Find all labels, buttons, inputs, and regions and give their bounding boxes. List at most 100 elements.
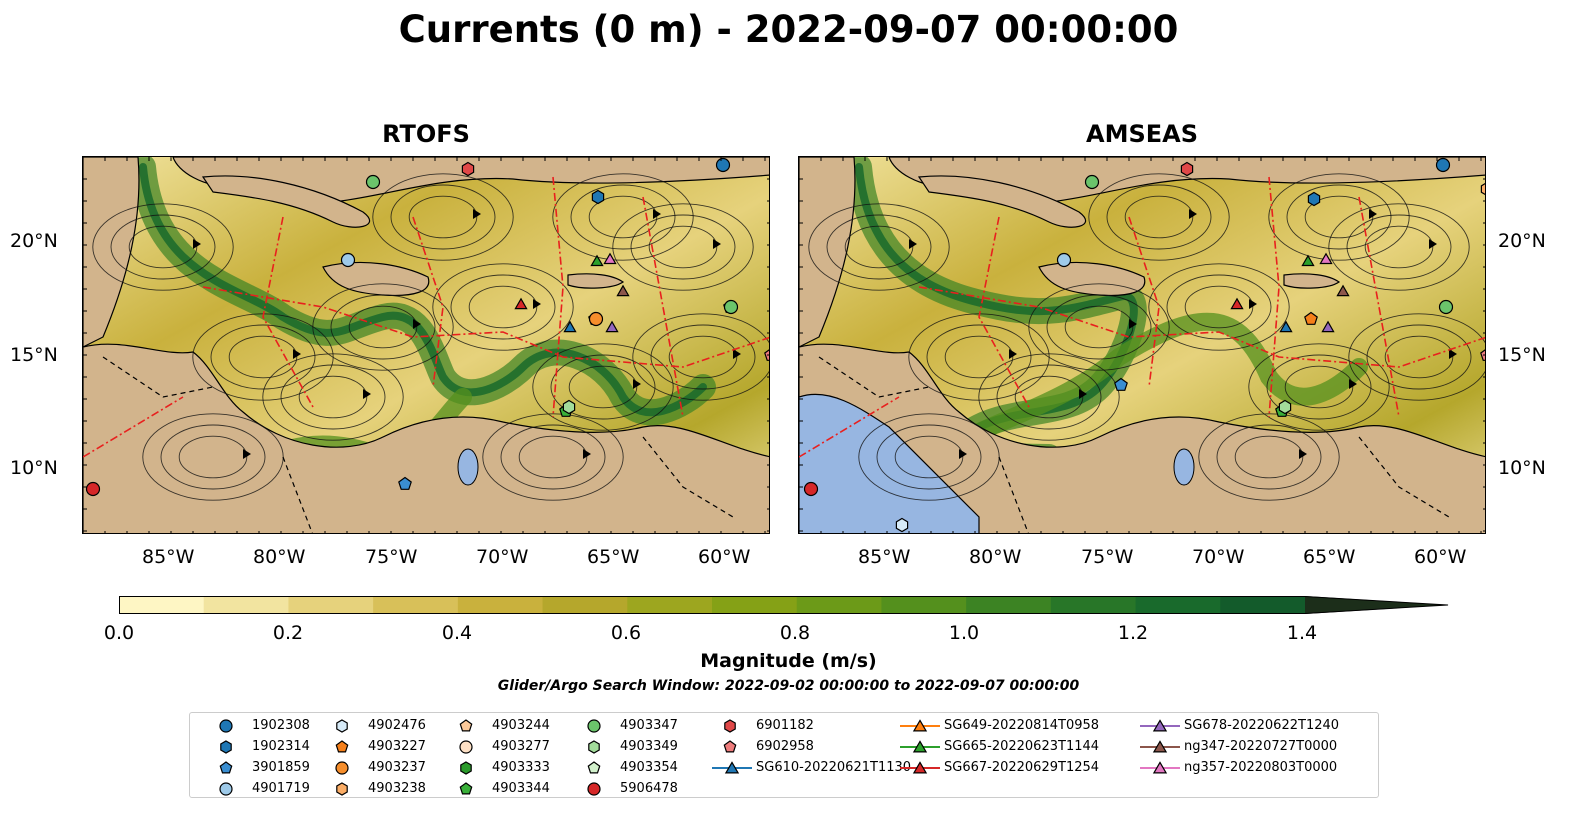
colorbar-label: Magnitude (m/s)	[700, 650, 877, 672]
platform-marker	[1084, 174, 1100, 190]
platform-marker	[1180, 161, 1194, 177]
streamline	[876, 424, 982, 490]
platform-marker	[895, 517, 909, 533]
platform-marker	[616, 284, 630, 297]
streamline	[468, 285, 538, 329]
streamline	[1046, 294, 1152, 360]
eez-boundary	[552, 176, 564, 418]
platform-marker	[1114, 377, 1128, 391]
colorbar-segment	[288, 596, 374, 614]
colorbar-outline	[119, 596, 1449, 614]
eez-boundary	[1268, 176, 1280, 418]
legend-label: ng357-20220803T0000	[1184, 760, 1338, 775]
streamline-arrow	[909, 239, 917, 249]
streamline-arrow	[1009, 349, 1017, 359]
streamline	[1286, 184, 1392, 250]
legend-label: 4903237	[368, 760, 426, 775]
colorbar-segment	[627, 596, 713, 614]
platform-marker	[1056, 252, 1072, 268]
platform-marker	[723, 299, 739, 315]
circle-icon	[587, 782, 601, 796]
streamline	[552, 173, 694, 261]
country-border	[282, 456, 313, 533]
lon-tick-label: 85°W	[142, 546, 195, 568]
colorbar	[119, 596, 1449, 614]
triangle-icon	[900, 719, 940, 732]
panel-title-rtofs: RTOFS	[382, 120, 470, 148]
search-window-caption: Glider/Argo Search Window: 2022-09-02 00…	[497, 678, 1080, 694]
streamline	[944, 335, 1014, 379]
streamline	[1166, 274, 1272, 340]
colorbar-extend	[1305, 596, 1449, 614]
eez-boundary	[202, 286, 769, 368]
streamline-arrow	[1189, 209, 1197, 219]
streamline	[588, 195, 658, 239]
circle-icon	[219, 719, 233, 733]
legend-marker	[335, 761, 349, 775]
streamline	[372, 173, 514, 261]
streamline	[312, 283, 454, 371]
streamline	[1198, 413, 1340, 501]
lat-tick-label: 10°N	[1498, 457, 1546, 479]
legend-label: 4903349	[620, 739, 678, 754]
legend-marker	[1152, 761, 1168, 774]
legend-marker	[459, 740, 473, 754]
streamline-arrow	[583, 449, 591, 459]
streamline	[482, 413, 624, 501]
streamline-arrow	[1429, 239, 1437, 249]
hexagon-icon	[220, 740, 232, 754]
current-band	[920, 312, 1368, 466]
lon-tick-label: 75°W	[365, 546, 418, 568]
colorbar-segment	[1220, 596, 1306, 614]
lon-tick-label: 85°W	[858, 546, 911, 568]
pentagon-icon	[335, 740, 349, 753]
streamline	[550, 354, 656, 420]
streamline	[1328, 203, 1470, 291]
legend-marker	[336, 782, 348, 796]
land-hispaniola	[322, 261, 430, 297]
legend-marker	[723, 740, 737, 753]
streamline-arrow	[533, 299, 541, 309]
platform-marker	[590, 254, 604, 267]
lon-tick-label: 65°W	[587, 546, 640, 568]
streamline	[1124, 195, 1194, 239]
colorbar-segment	[712, 596, 798, 614]
streamline	[1366, 324, 1472, 390]
legend-label: ng347-20220727T0000	[1184, 739, 1338, 754]
ocean-pacific	[799, 393, 980, 533]
streamline	[894, 435, 964, 479]
eez-boundary	[262, 216, 314, 408]
streamline	[128, 225, 198, 269]
land-central-south-america	[83, 343, 769, 533]
land-cuba	[917, 175, 1087, 228]
platform-marker	[803, 481, 819, 497]
map-panel-rtofs	[82, 156, 770, 534]
colorbar-tick-label: 0.6	[610, 622, 642, 644]
legend-label: 4903238	[368, 781, 426, 796]
lon-tick-label: 60°W	[698, 546, 751, 568]
streamline	[432, 263, 574, 351]
platform-marker	[1480, 349, 1485, 361]
colorbar-segment	[1050, 596, 1137, 614]
streamline	[826, 214, 932, 280]
platform-marker	[514, 297, 528, 310]
platform-marker	[591, 189, 605, 205]
circle-icon	[219, 782, 233, 796]
legend-marker	[219, 761, 233, 774]
eez-boundary	[412, 216, 444, 388]
streamline	[390, 184, 496, 250]
streamline-arrow	[1249, 299, 1257, 309]
streamline	[1248, 343, 1390, 431]
legend-marker	[587, 782, 601, 796]
pentagon-icon	[587, 761, 601, 774]
colorbar-tick-label: 0.8	[779, 622, 811, 644]
platform-marker	[562, 399, 576, 415]
legend-marker	[912, 761, 928, 774]
streamline	[1364, 225, 1434, 269]
streamline	[1284, 365, 1354, 409]
country-border	[102, 356, 214, 398]
legend-label: 4903277	[492, 739, 550, 754]
legend-marker	[1152, 719, 1168, 732]
streamline	[1106, 184, 1212, 250]
streamline	[1216, 424, 1322, 490]
